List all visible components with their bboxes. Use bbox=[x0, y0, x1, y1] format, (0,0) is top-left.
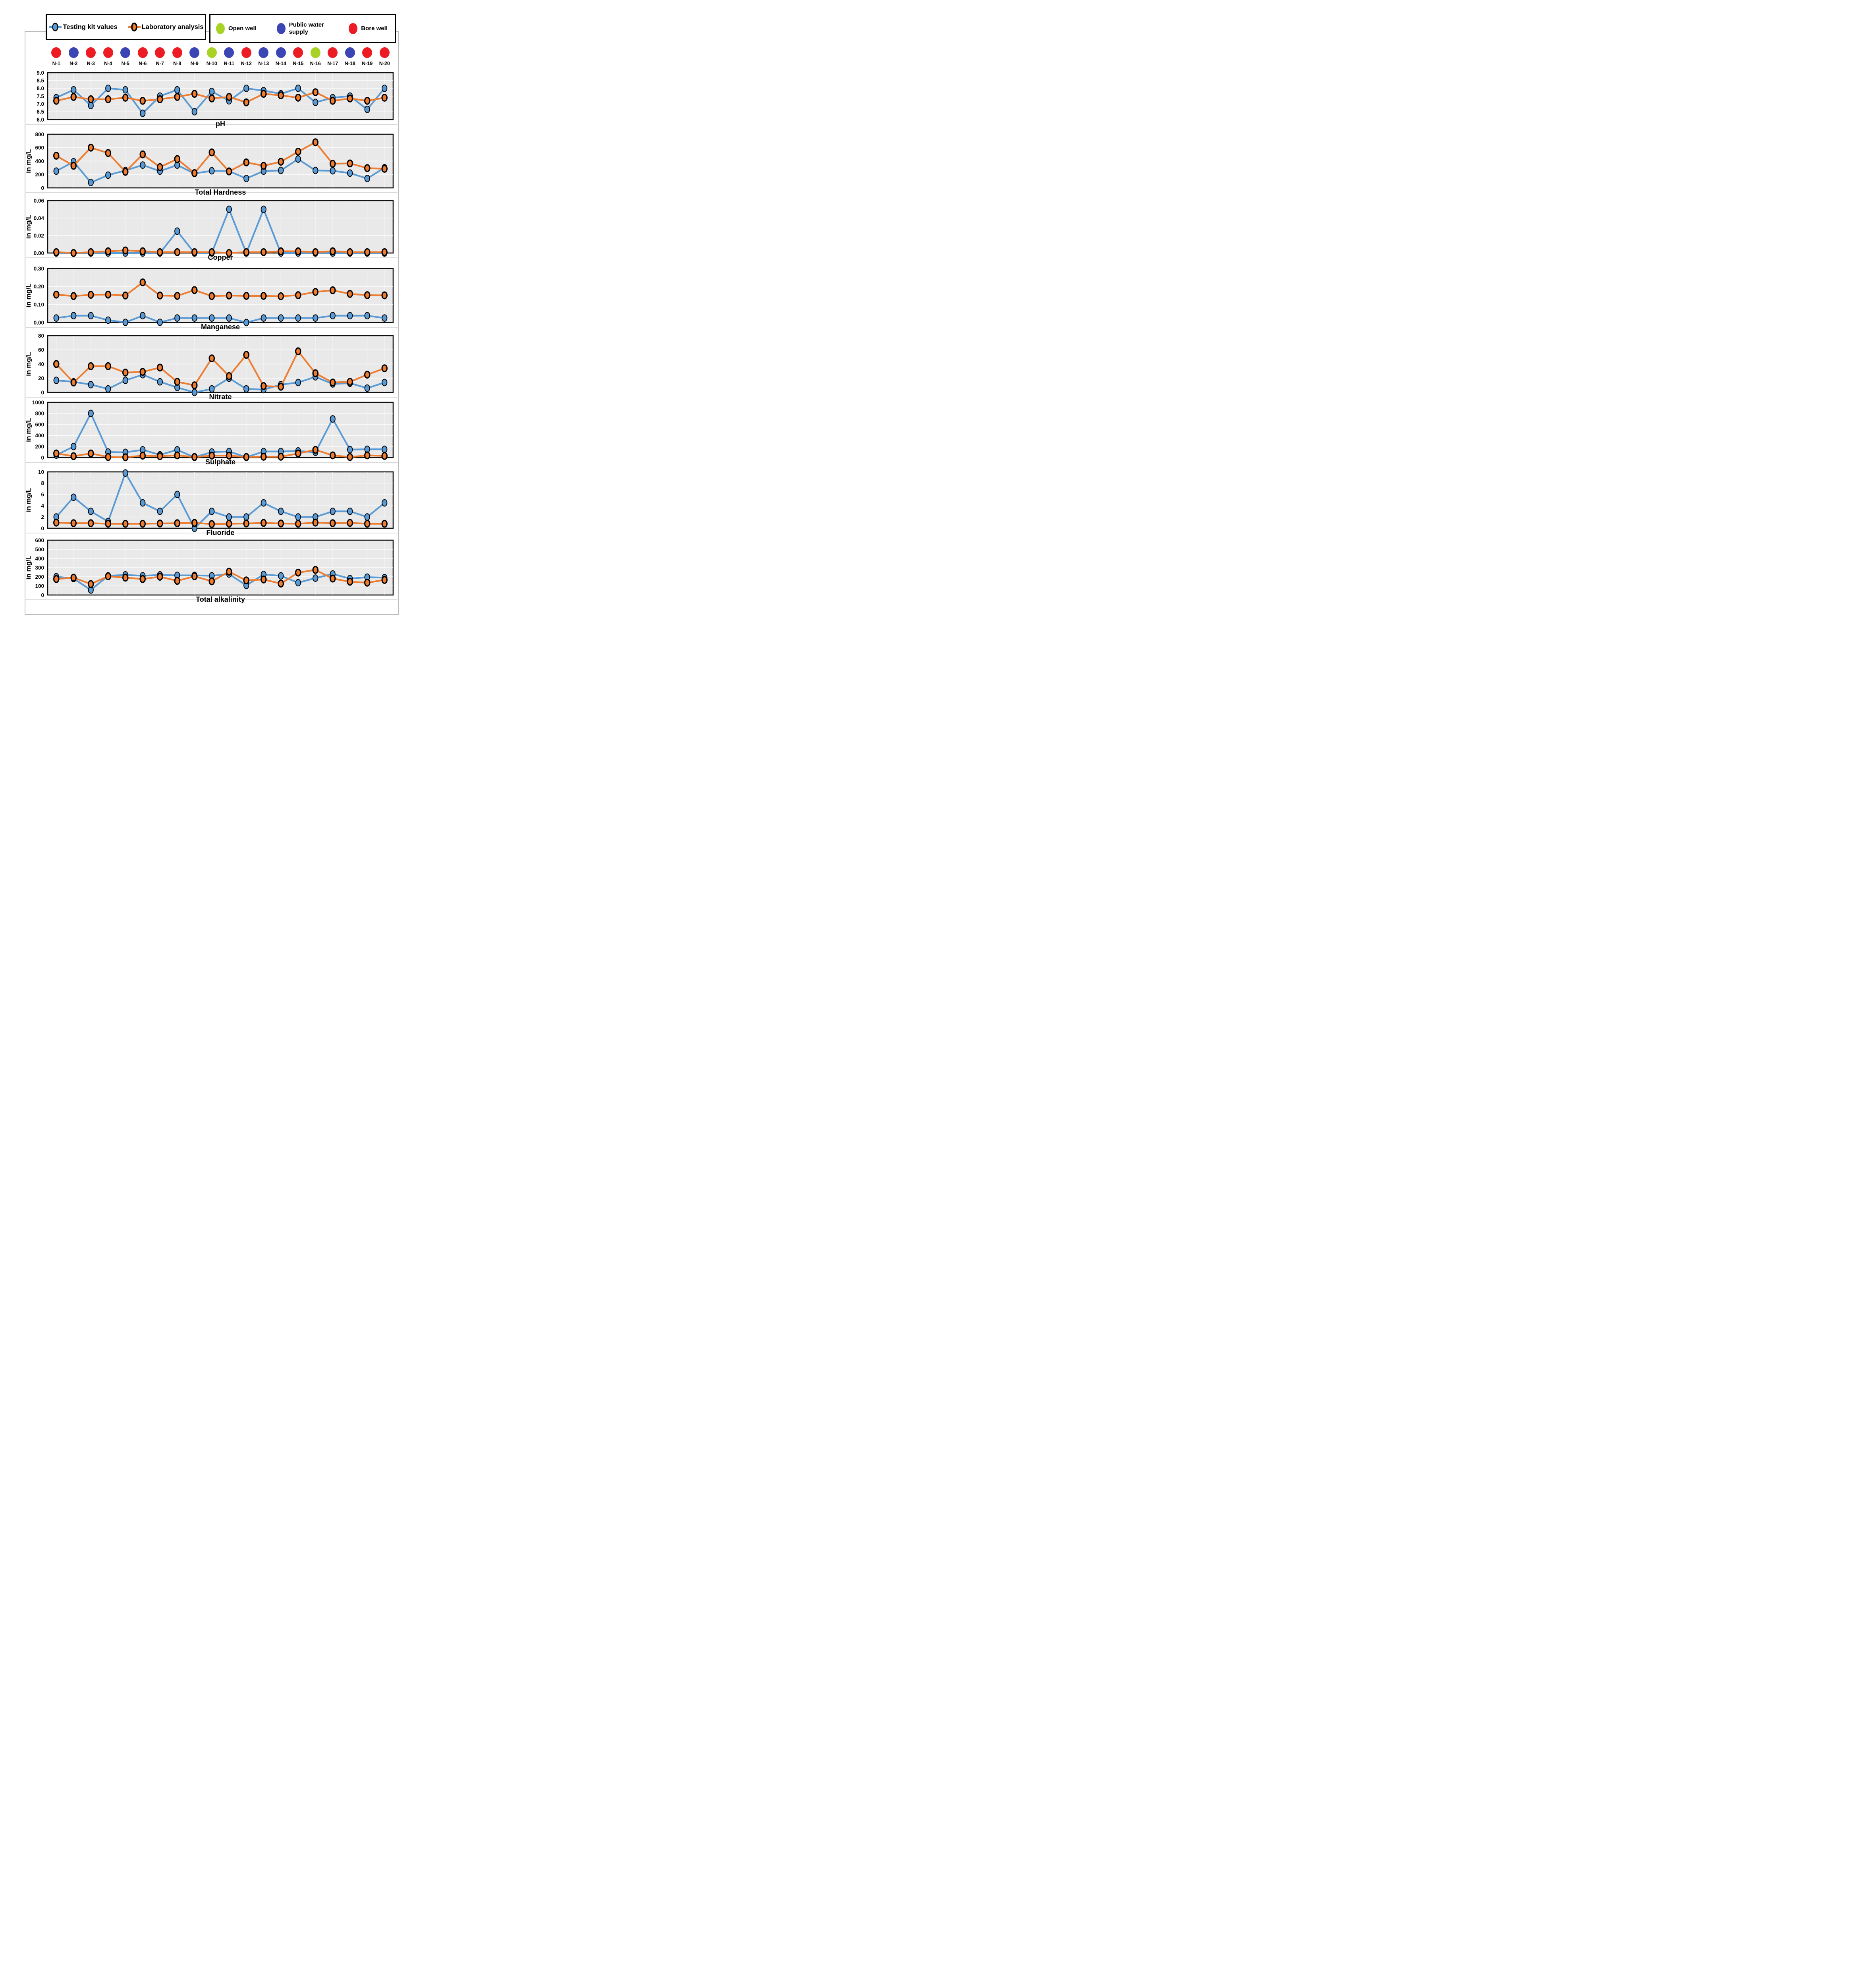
site-welltype-dot-N-11 bbox=[224, 47, 234, 58]
testing-kit-marker-icon bbox=[49, 23, 62, 31]
site-welltype-dot-N-12 bbox=[241, 47, 251, 58]
site-label: N-6 bbox=[139, 61, 147, 66]
bore-well-dot-icon bbox=[349, 23, 358, 34]
well-type-legend: Open well Public water supply Bore well bbox=[209, 14, 396, 43]
figure-outer-frame bbox=[25, 31, 399, 615]
site-label: N-19 bbox=[362, 61, 373, 66]
legend-entry-public-water: Public water supply bbox=[276, 21, 329, 36]
site-label: N-14 bbox=[275, 61, 286, 66]
site-label: N-7 bbox=[156, 61, 164, 66]
figure-page: Testing kit values Laboratory analysis O… bbox=[0, 0, 417, 620]
site-welltype-dot-N-1 bbox=[51, 47, 62, 58]
site-welltype-dot-N-10 bbox=[207, 47, 217, 58]
legend-label-bore-well: Bore well bbox=[361, 25, 388, 32]
legend-label-open-well: Open well bbox=[228, 25, 257, 32]
site-welltype-dot-N-2 bbox=[68, 47, 79, 58]
legend-entry-testing-kit: Testing kit values bbox=[48, 22, 118, 32]
legend-label-testing-kit: Testing kit values bbox=[63, 23, 118, 31]
site-label: N-18 bbox=[344, 61, 355, 66]
site-label: N-8 bbox=[173, 61, 181, 66]
open-well-dot-icon bbox=[216, 23, 225, 34]
site-label: N-17 bbox=[327, 61, 338, 66]
site-label: N-5 bbox=[121, 61, 129, 66]
site-welltype-dot-N-7 bbox=[155, 47, 165, 58]
site-label: N-11 bbox=[224, 61, 234, 66]
legend-entry-open-well: Open well bbox=[216, 23, 257, 34]
site-label: N-20 bbox=[379, 61, 390, 66]
site-label: N-2 bbox=[69, 61, 78, 66]
site-welltype-dot-N-8 bbox=[172, 47, 182, 58]
legend-label-public-water: Public water supply bbox=[289, 21, 324, 35]
site-welltype-dot-N-16 bbox=[310, 47, 320, 58]
site-label: N-10 bbox=[206, 61, 217, 66]
site-welltype-dot-N-15 bbox=[293, 47, 303, 58]
site-label: N-4 bbox=[104, 61, 112, 66]
site-label: N-12 bbox=[241, 61, 252, 66]
legend-entry-laboratory: Laboratory analysis bbox=[127, 22, 204, 32]
legend-entry-bore-well: Bore well bbox=[349, 23, 388, 34]
site-label: N-3 bbox=[87, 61, 95, 66]
site-welltype-dot-N-14 bbox=[276, 47, 286, 58]
site-label: N-1 bbox=[52, 61, 60, 66]
site-welltype-dot-N-20 bbox=[379, 47, 390, 58]
site-label: N-9 bbox=[190, 61, 199, 66]
site-welltype-dot-N-4 bbox=[103, 47, 113, 58]
site-label: N-15 bbox=[293, 61, 304, 66]
site-welltype-dot-N-5 bbox=[120, 47, 131, 58]
laboratory-marker-icon bbox=[127, 22, 141, 32]
site-welltype-dot-N-9 bbox=[189, 47, 200, 58]
site-label: N-13 bbox=[258, 61, 269, 66]
site-welltype-dot-N-17 bbox=[328, 47, 338, 58]
public-water-dot-icon bbox=[276, 23, 286, 34]
site-welltype-dot-N-19 bbox=[362, 47, 372, 58]
site-welltype-dot-N-6 bbox=[137, 47, 148, 58]
series-legend: Testing kit values Laboratory analysis bbox=[46, 14, 206, 40]
legend-label-laboratory: Laboratory analysis bbox=[141, 23, 204, 31]
site-label: N-16 bbox=[310, 61, 321, 66]
site-welltype-dot-N-3 bbox=[86, 47, 96, 58]
site-welltype-dot-N-13 bbox=[259, 47, 269, 58]
site-welltype-dot-N-18 bbox=[345, 47, 355, 58]
